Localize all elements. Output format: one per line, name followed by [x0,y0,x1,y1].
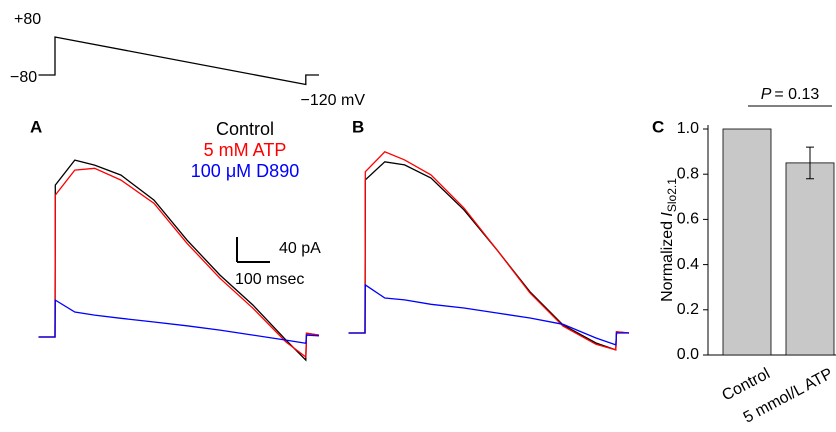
error-bar [806,146,814,180]
y-tick-label: 0.8 [677,165,699,182]
legend-entry: Control [216,119,274,139]
panel-label: B [352,117,364,136]
bar [722,128,772,356]
panel-label: C [652,117,664,136]
annotation: P = 0.13 [761,86,820,103]
y-label-text: Normalized [659,217,676,302]
y-axis-label: Normalized ISlo2.1 [659,178,679,302]
scale-bar-label: 40 pA [279,240,321,257]
legend-entry: 100 μM D890 [191,161,299,181]
trace [348,151,630,351]
legend-entry: 5 mM ATP [204,140,287,160]
y-tick-label: 0.2 [677,301,699,318]
annotation-text: = 0.13 [774,86,819,103]
voltage-label: +80 [14,11,41,28]
trace [348,283,629,346]
y-tick-label: 0.0 [677,346,699,363]
y-label-italic: I [659,212,676,217]
y-tick-label: 0.4 [677,256,699,273]
y-tick-label: 1.0 [677,120,699,137]
annotation-italic: P [761,86,772,103]
bar [785,162,835,356]
trace [38,159,320,362]
trace [38,36,319,86]
voltage-label: −80 [10,69,37,86]
y-tick-label: 0.6 [677,211,699,228]
y-label-sub: Slo2.1 [665,178,679,212]
trace [38,298,320,345]
panel-label: A [30,117,42,136]
trace [348,161,630,351]
trace [38,167,320,359]
voltage-label: −120 mV [301,92,366,109]
scale-bar-label: 100 msec [235,271,304,288]
